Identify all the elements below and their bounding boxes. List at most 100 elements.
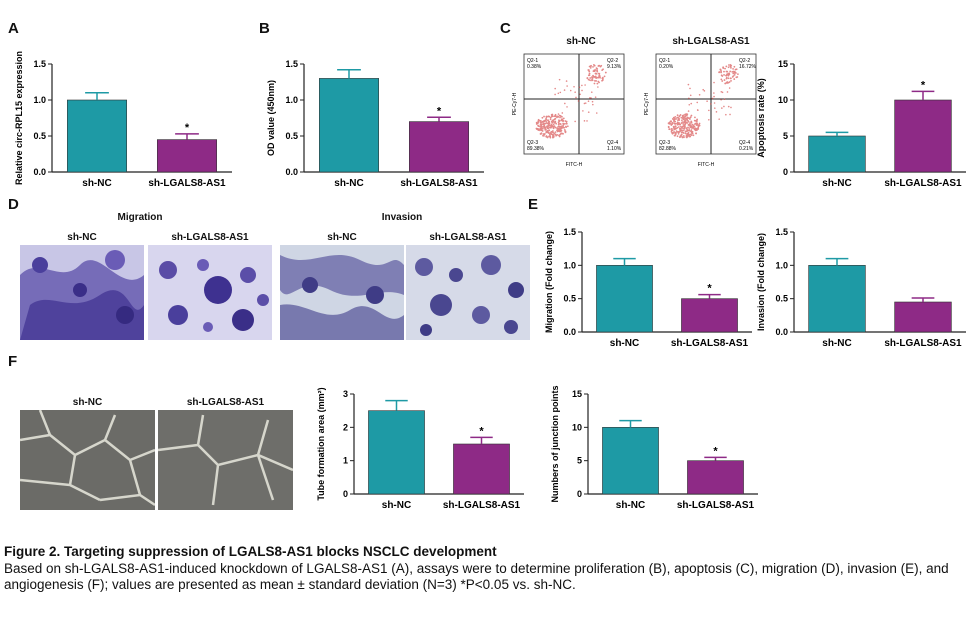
y-axis-label: PE-Cy7-H — [644, 92, 650, 115]
bar-sh-lgals8-as1 — [894, 301, 952, 333]
bar-sh-nc — [66, 99, 128, 173]
bar-sh-lgals8-as1 — [409, 121, 470, 173]
category-label: sh-LGALS8-AS1 — [400, 178, 478, 189]
y-tick-label: 0.5 — [33, 131, 46, 141]
quadrant-q2-label: Q2-2 — [607, 58, 618, 64]
bar-sh-nc — [368, 410, 425, 495]
y-tick-label: 0 — [783, 167, 788, 177]
invasion-title: Invasion — [381, 212, 423, 223]
category-label: sh-LGALS8-AS1 — [443, 500, 521, 511]
y-tick-label: 1.0 — [775, 260, 788, 270]
quadrant-q2-label: 9.13% — [607, 64, 622, 70]
significance-star: * — [185, 122, 190, 134]
micrograph-migration-sh-nc — [20, 245, 144, 340]
plot-frame — [523, 53, 625, 155]
figure-caption-title: Figure 2. Targeting suppression of LGALS… — [4, 544, 497, 559]
panel-label-f: F — [8, 353, 18, 370]
significance-star: * — [707, 283, 712, 295]
y-axis-label: Apoptosis rate (%) — [756, 78, 766, 158]
flow-plot-sh-lgals8-as1: Q2-10.20% Q2-216.72% Q2-382.88% Q2-40.21% FI… — [644, 53, 757, 168]
bar-chart-f-junction: 0 5 10 15 Numbers of junction points sh-NC * sh… — [550, 386, 758, 511]
bar-sh-nc — [596, 265, 653, 333]
x-axis-label: FITC-H — [698, 162, 715, 168]
y-tick-label: 0 — [577, 489, 582, 499]
category-label: sh-LGALS8-AS1 — [148, 178, 226, 189]
bar-sh-lgals8-as1 — [157, 139, 218, 173]
micro-title-migration-sh-nc: sh-NC — [67, 232, 97, 243]
flow-title-sh-lgals8-as1: sh-LGALS8-AS1 — [672, 36, 750, 47]
micro-title-invasion-sh-lgals8-as1: sh-LGALS8-AS1 — [429, 232, 507, 243]
quadrant-q3-label: Q2-3 — [659, 140, 670, 146]
scatter-cloud — [535, 64, 607, 139]
bar-chart-f-tube: 0 1 2 3 Tube formation area (mm²) sh-NC * sh-LG… — [316, 387, 524, 511]
micrograph-tube-sh-nc — [20, 410, 155, 510]
category-label: sh-LGALS8-AS1 — [677, 500, 755, 511]
plot-frame — [655, 53, 757, 155]
micro-title-tube-sh-lgals8-as1: sh-LGALS8-AS1 — [186, 397, 265, 408]
category-label: sh-NC — [616, 500, 645, 511]
micro-title-migration-sh-lgals8-as1: sh-LGALS8-AS1 — [171, 232, 249, 243]
bar-sh-lgals8-as1 — [687, 460, 744, 495]
y-tick-label: 0.0 — [775, 327, 788, 337]
scatter-cloud — [667, 64, 739, 139]
quadrant-q1-label: Q2-1 — [527, 58, 538, 64]
y-axis-label: Migration (Fold change) — [544, 231, 554, 333]
y-tick-label: 0.0 — [33, 167, 46, 177]
y-tick-label: 5 — [783, 131, 788, 141]
x-axis-label: FITC-H — [566, 162, 583, 168]
y-tick-label: 5 — [577, 456, 582, 466]
quadrant-q2-label: Q2-2 — [739, 58, 750, 64]
y-tick-label: 0 — [343, 489, 348, 499]
micrograph-tube-sh-lgals8-as1 — [158, 410, 293, 510]
y-tick-label: 3 — [343, 389, 348, 399]
y-tick-label: 1.5 — [285, 59, 298, 69]
y-axis-label: Invasion (Fold change) — [756, 233, 766, 331]
category-label: sh-NC — [334, 178, 363, 189]
bar-sh-lgals8-as1 — [681, 298, 738, 333]
panel-label-b: B — [259, 20, 270, 37]
bar-sh-nc — [808, 135, 866, 173]
quadrant-q1-label: 0.20% — [659, 64, 674, 70]
y-tick-label: 1.5 — [33, 59, 46, 69]
y-tick-label: 1 — [343, 456, 348, 466]
y-tick-label: 1.5 — [563, 227, 576, 237]
panel-label-e: E — [528, 196, 539, 213]
significance-star: * — [921, 79, 926, 91]
y-tick-label: 0.5 — [563, 294, 576, 304]
category-label: sh-NC — [610, 338, 639, 349]
figure-caption-body: Based on sh-LGALS8-AS1-induced knockdown… — [4, 561, 949, 592]
y-tick-label: 1.0 — [563, 260, 576, 270]
quadrant-q1-label: 0.38% — [527, 64, 542, 70]
quadrant-q3-label: Q2-3 — [527, 140, 538, 146]
bar-chart-e-migration: 0.0 0.5 1.0 1.5 Migration (Fold change) sh-NC… — [544, 227, 752, 349]
panel-label-a: A — [8, 20, 19, 37]
category-label: sh-NC — [822, 178, 851, 189]
flow-plot-sh-nc: Q2-10.38% Q2-29.13% Q2-389.38% Q2-41.10% FIT… — [512, 53, 625, 168]
y-axis-label: Relative circ-RPL15 expression — [14, 51, 24, 185]
quadrant-q1-label: Q2-1 — [659, 58, 670, 64]
migration-title: Migration — [117, 212, 163, 223]
category-label: sh-LGALS8-AS1 — [884, 178, 962, 189]
bar-sh-nc — [808, 265, 866, 333]
micro-title-tube-sh-nc: sh-NC — [72, 397, 103, 408]
y-tick-label: 15 — [572, 389, 582, 399]
panel-label-c: C — [500, 20, 511, 37]
y-tick-label: 0.0 — [285, 167, 298, 177]
category-label: sh-NC — [82, 178, 111, 189]
micrograph-migration-sh-lgals8-as1 — [148, 245, 272, 340]
quadrant-q2-label: 16.72% — [739, 64, 757, 70]
y-axis-label: OD value (450nm) — [266, 80, 276, 156]
significance-star: * — [437, 105, 442, 117]
y-axis-label: Tube formation area (mm²) — [316, 387, 326, 500]
category-label: sh-NC — [382, 500, 411, 511]
bar-chart-a: 0.0 0.5 1.0 1.5 Relative circ-RPL15 expressi… — [14, 51, 232, 189]
quadrant-q4-label: Q2-4 — [739, 140, 750, 146]
y-tick-label: 1.0 — [285, 95, 298, 105]
quadrant-q4-label: 1.10% — [607, 146, 622, 152]
y-tick-label: 15 — [778, 59, 788, 69]
bar-chart-b: 0.0 0.5 1.0 1.5 OD value (450nm) sh-NC * sh-LGA… — [266, 59, 484, 189]
flow-title-sh-nc: sh-NC — [566, 36, 596, 47]
category-label: sh-NC — [822, 338, 851, 349]
y-tick-label: 0.5 — [285, 131, 298, 141]
y-tick-label: 1.0 — [33, 95, 46, 105]
